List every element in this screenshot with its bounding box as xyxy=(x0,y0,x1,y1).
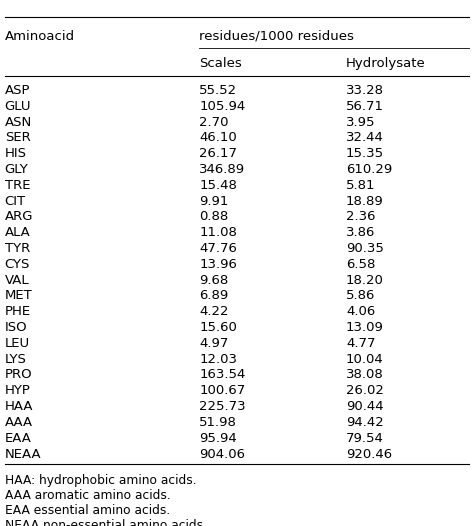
Text: ISO: ISO xyxy=(5,321,27,334)
Text: NEAA non-essential amino acids.: NEAA non-essential amino acids. xyxy=(5,519,207,526)
Text: LEU: LEU xyxy=(5,337,30,350)
Text: ARG: ARG xyxy=(5,210,33,224)
Text: 4.97: 4.97 xyxy=(199,337,228,350)
Text: 610.29: 610.29 xyxy=(346,163,392,176)
Text: 100.67: 100.67 xyxy=(199,385,246,397)
Text: HAA: HAA xyxy=(5,400,33,413)
Text: ALA: ALA xyxy=(5,226,30,239)
Text: 47.76: 47.76 xyxy=(199,242,237,255)
Text: Scales: Scales xyxy=(199,57,242,70)
Text: 6.89: 6.89 xyxy=(199,289,228,302)
Text: HYP: HYP xyxy=(5,385,31,397)
Text: HIS: HIS xyxy=(5,147,27,160)
Text: 33.28: 33.28 xyxy=(346,84,384,97)
Text: 15.48: 15.48 xyxy=(199,179,237,192)
Text: PRO: PRO xyxy=(5,369,32,381)
Text: 3.86: 3.86 xyxy=(346,226,375,239)
Text: 920.46: 920.46 xyxy=(346,448,392,461)
Text: CIT: CIT xyxy=(5,195,26,208)
Text: 26.02: 26.02 xyxy=(346,385,384,397)
Text: GLY: GLY xyxy=(5,163,28,176)
Text: 13.09: 13.09 xyxy=(346,321,384,334)
Text: 38.08: 38.08 xyxy=(346,369,384,381)
Text: 26.17: 26.17 xyxy=(199,147,237,160)
Text: HAA: hydrophobic amino acids.: HAA: hydrophobic amino acids. xyxy=(5,474,196,487)
Text: 90.35: 90.35 xyxy=(346,242,384,255)
Text: EAA essential amino acids.: EAA essential amino acids. xyxy=(5,504,170,517)
Text: 9.91: 9.91 xyxy=(199,195,228,208)
Text: 105.94: 105.94 xyxy=(199,100,246,113)
Text: 94.42: 94.42 xyxy=(346,416,384,429)
Text: 3.95: 3.95 xyxy=(346,116,375,128)
Text: AAA aromatic amino acids.: AAA aromatic amino acids. xyxy=(5,489,171,502)
Text: Hydrolysate: Hydrolysate xyxy=(346,57,426,70)
Text: 18.89: 18.89 xyxy=(346,195,384,208)
Text: 0.88: 0.88 xyxy=(199,210,228,224)
Text: 2.70: 2.70 xyxy=(199,116,228,128)
Text: CYS: CYS xyxy=(5,258,30,271)
Text: NEAA: NEAA xyxy=(5,448,41,461)
Text: ASP: ASP xyxy=(5,84,30,97)
Text: 51.98: 51.98 xyxy=(199,416,237,429)
Text: 2.36: 2.36 xyxy=(346,210,375,224)
Text: AAA: AAA xyxy=(5,416,33,429)
Text: 18.20: 18.20 xyxy=(346,274,384,287)
Text: ASN: ASN xyxy=(5,116,32,128)
Text: 15.35: 15.35 xyxy=(346,147,384,160)
Text: 4.06: 4.06 xyxy=(346,305,375,318)
Text: 163.54: 163.54 xyxy=(199,369,246,381)
Text: 225.73: 225.73 xyxy=(199,400,246,413)
Text: GLU: GLU xyxy=(5,100,31,113)
Text: EAA: EAA xyxy=(5,432,32,445)
Text: VAL: VAL xyxy=(5,274,29,287)
Text: 10.04: 10.04 xyxy=(346,353,384,366)
Text: residues/1000 residues: residues/1000 residues xyxy=(199,29,354,43)
Text: LYS: LYS xyxy=(5,353,27,366)
Text: 95.94: 95.94 xyxy=(199,432,237,445)
Text: PHE: PHE xyxy=(5,305,31,318)
Text: 79.54: 79.54 xyxy=(346,432,384,445)
Text: 46.10: 46.10 xyxy=(199,132,237,144)
Text: 55.52: 55.52 xyxy=(199,84,237,97)
Text: 5.86: 5.86 xyxy=(346,289,375,302)
Text: 4.22: 4.22 xyxy=(199,305,228,318)
Text: 12.03: 12.03 xyxy=(199,353,237,366)
Text: 11.08: 11.08 xyxy=(199,226,237,239)
Text: 9.68: 9.68 xyxy=(199,274,228,287)
Text: Aminoacid: Aminoacid xyxy=(5,29,75,43)
Text: TRE: TRE xyxy=(5,179,30,192)
Text: 346.89: 346.89 xyxy=(199,163,245,176)
Text: 13.96: 13.96 xyxy=(199,258,237,271)
Text: 4.77: 4.77 xyxy=(346,337,375,350)
Text: 90.44: 90.44 xyxy=(346,400,383,413)
Text: 32.44: 32.44 xyxy=(346,132,384,144)
Text: 6.58: 6.58 xyxy=(346,258,375,271)
Text: 904.06: 904.06 xyxy=(199,448,245,461)
Text: SER: SER xyxy=(5,132,30,144)
Text: 15.60: 15.60 xyxy=(199,321,237,334)
Text: 56.71: 56.71 xyxy=(346,100,384,113)
Text: MET: MET xyxy=(5,289,33,302)
Text: TYR: TYR xyxy=(5,242,30,255)
Text: 5.81: 5.81 xyxy=(346,179,375,192)
